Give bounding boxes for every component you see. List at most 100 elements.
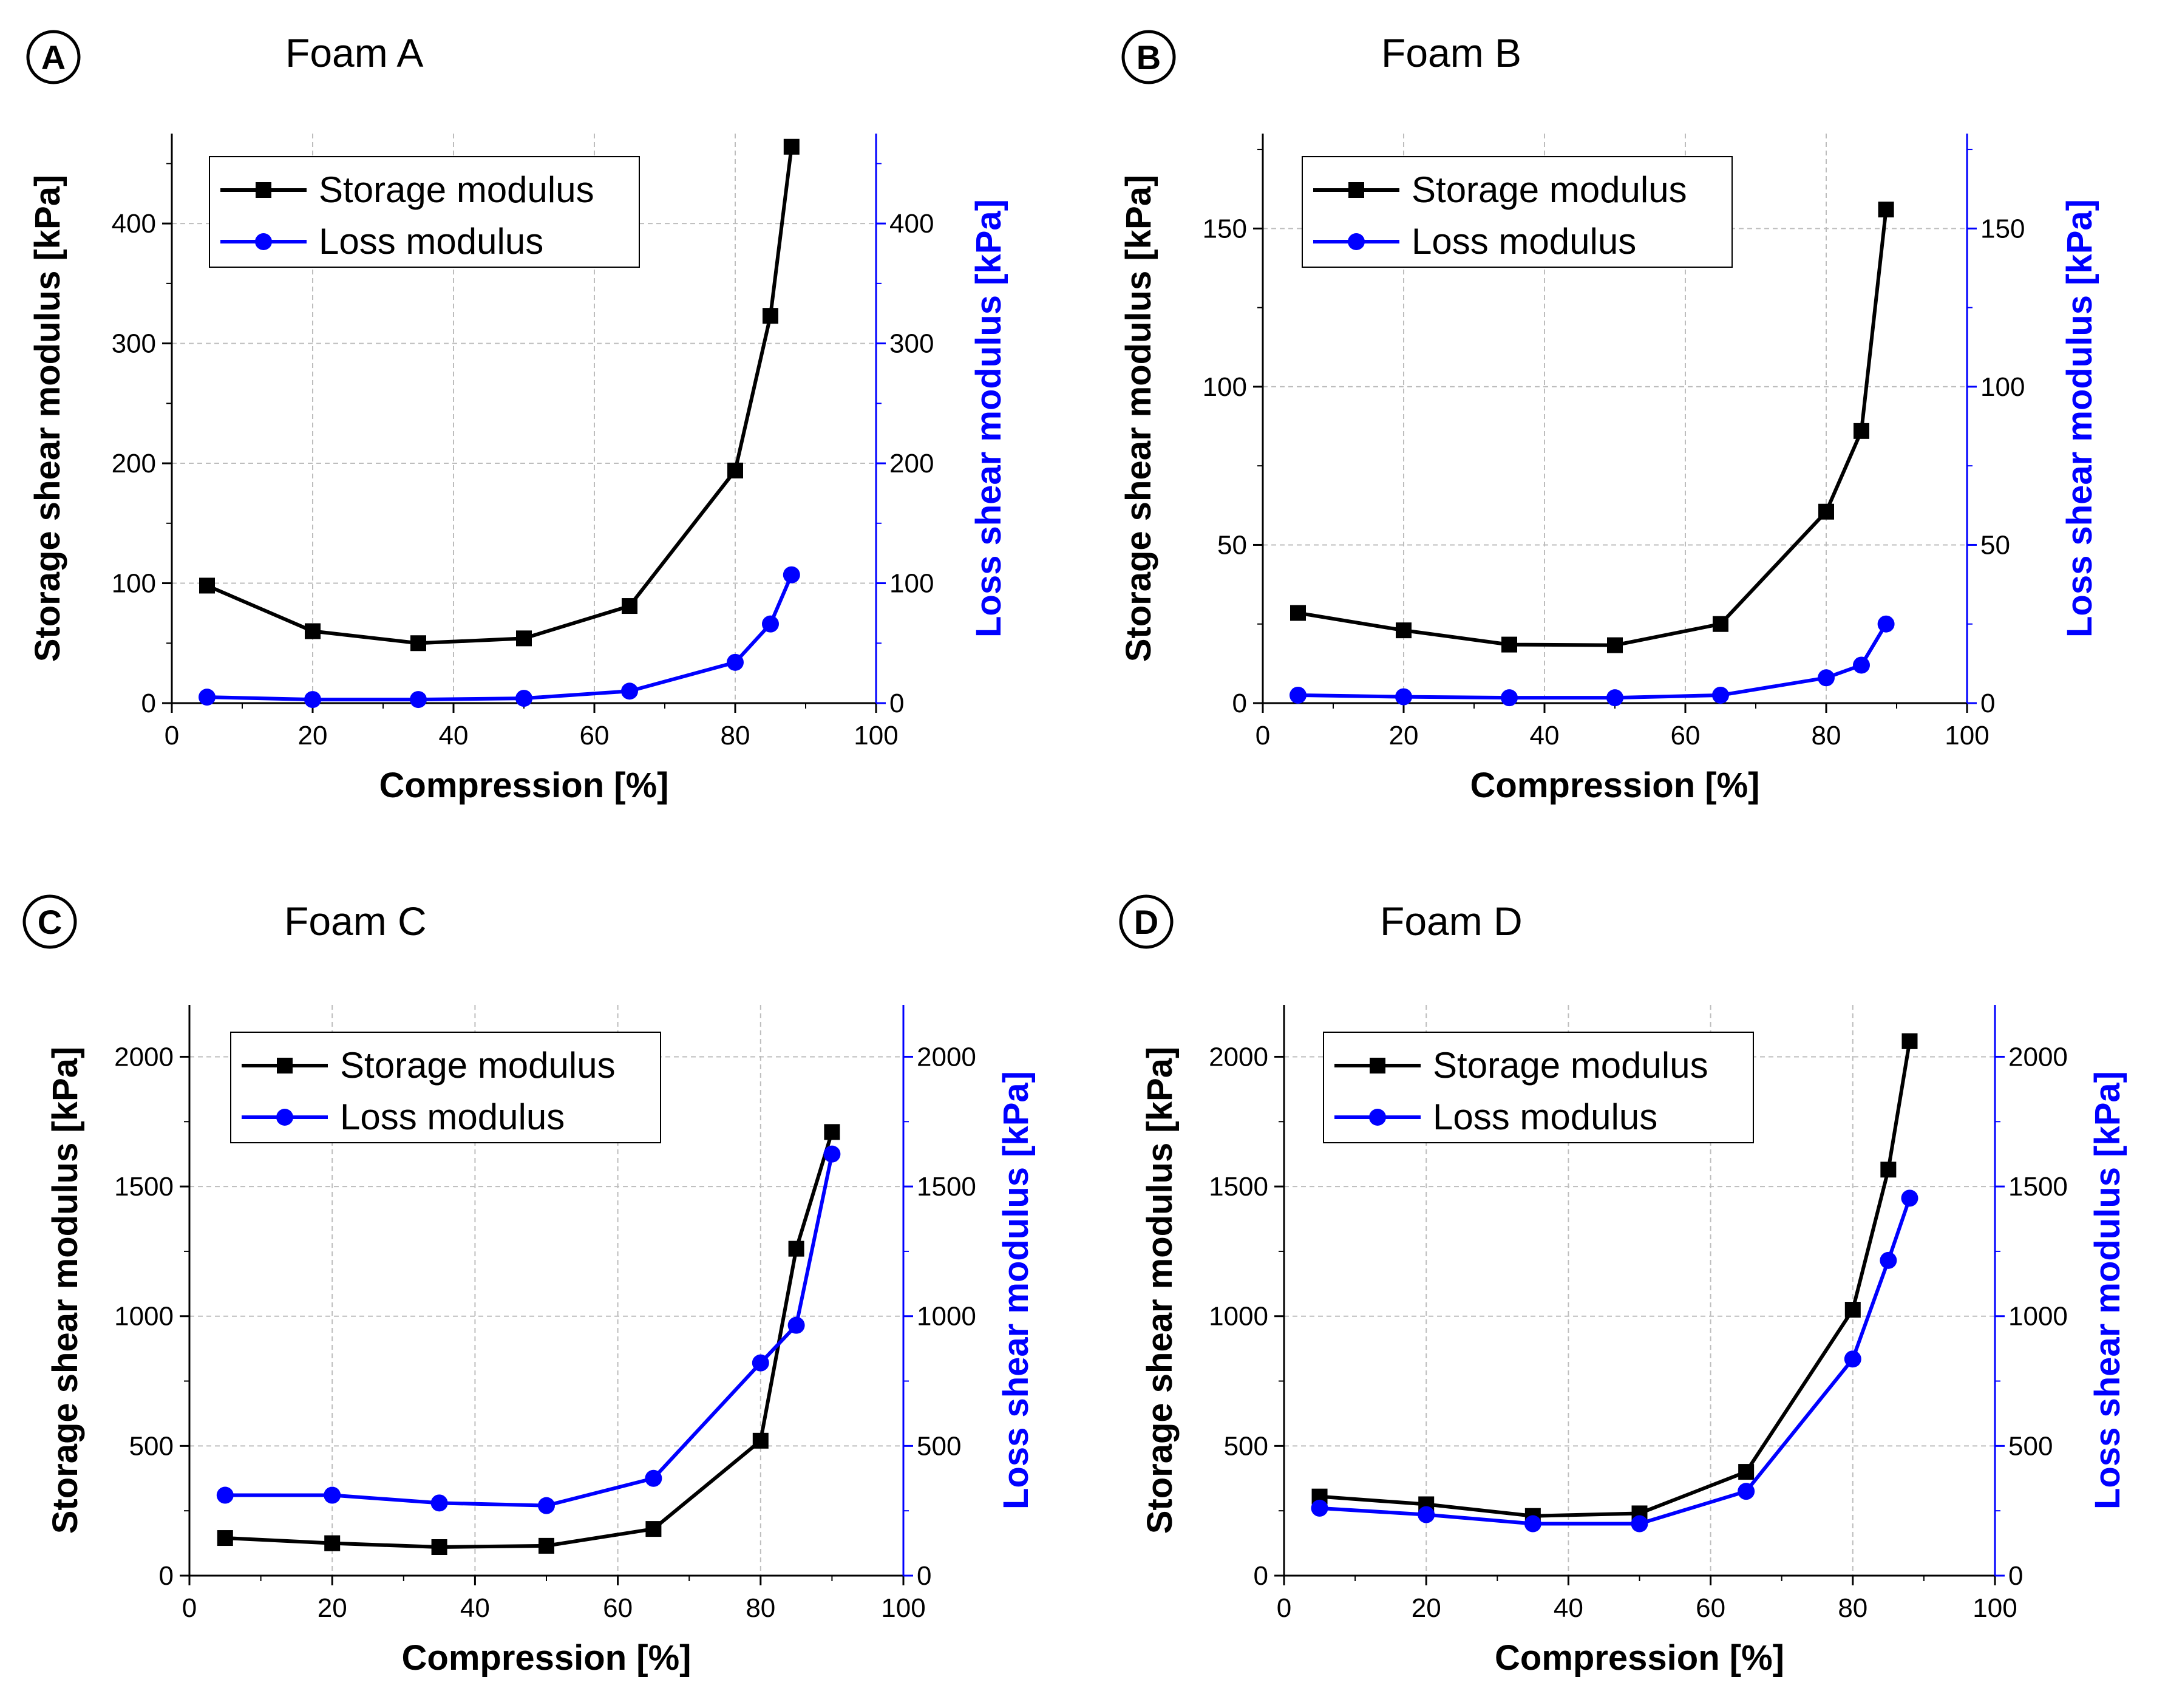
x-axis-title: Compression [%]	[402, 1638, 692, 1678]
data-point-loss	[216, 1486, 234, 1504]
y-axis-title: Storage shear modulus [kPa]	[1140, 1047, 1180, 1534]
data-point-storage	[1901, 1033, 1918, 1049]
series-storage-modulus	[199, 138, 800, 652]
legend-label: Loss modulus	[1412, 221, 1636, 262]
x-axis-title: Compression [%]	[1495, 1638, 1784, 1678]
x-axis-title: Compression [%]	[1470, 766, 1760, 805]
series-loss-modulus	[1311, 1189, 1918, 1533]
series-loss-modulus	[199, 566, 800, 709]
series-line	[225, 1154, 834, 1508]
y-tick-label: 0	[141, 689, 156, 718]
panel-title: Foam A	[285, 30, 423, 75]
data-point-storage	[1854, 423, 1869, 439]
legend-swatch-marker	[1369, 1109, 1386, 1126]
x-tick-label: 20	[1389, 721, 1419, 750]
data-point-storage	[1607, 637, 1623, 653]
data-point-storage	[1738, 1464, 1755, 1480]
x-tick-label: 60	[580, 721, 610, 750]
data-point-loss	[1901, 1189, 1918, 1207]
y-right-tick-label: 0	[889, 689, 904, 718]
y-tick-label: 300	[112, 329, 156, 359]
y-right-tick-label: 2000	[2008, 1042, 2068, 1072]
data-point-loss	[823, 1145, 841, 1163]
legend-swatch-marker	[276, 1109, 293, 1126]
series-storage-modulus	[217, 1124, 840, 1555]
x-tick-label: 100	[854, 721, 898, 750]
y-axis-title: Storage shear modulus [kPa]	[28, 175, 67, 662]
x-tick-label: 40	[439, 721, 469, 750]
series-storage-modulus	[1290, 202, 1894, 653]
y-tick-label: 150	[1203, 214, 1247, 243]
y-tick-label: 200	[112, 449, 156, 478]
y-tick-label: 0	[159, 1561, 174, 1591]
data-point-loss	[1880, 1251, 1897, 1269]
data-point-loss	[324, 1486, 341, 1504]
y-tick-label: 1500	[114, 1172, 174, 1202]
series-line	[1319, 1041, 1912, 1518]
data-point-loss	[1524, 1515, 1541, 1533]
legend-box	[1302, 156, 1733, 268]
series-line	[1297, 209, 1888, 647]
data-point-storage	[431, 1539, 447, 1555]
x-tick-label: 0	[165, 721, 179, 750]
y-right-axis-title: Loss shear modulus [kPa]	[996, 1071, 1036, 1509]
y-right-tick-label: 0	[2008, 1561, 2023, 1591]
series-storage-modulus	[1311, 1033, 1918, 1524]
x-tick-label: 100	[1973, 1593, 2017, 1623]
data-point-storage	[824, 1124, 840, 1140]
data-point-loss	[1395, 688, 1412, 706]
series-loss-modulus	[1290, 615, 1895, 707]
data-point-storage	[539, 1537, 554, 1554]
y-right-tick-label: 1500	[917, 1172, 976, 1202]
y-right-tick-label: 1000	[917, 1302, 976, 1332]
y-tick-label: 500	[129, 1431, 174, 1461]
data-point-storage	[783, 138, 800, 155]
y-right-tick-label: 400	[889, 209, 934, 239]
legend: Storage modulus Loss modulus	[230, 1032, 661, 1143]
data-point-loss	[1877, 615, 1895, 633]
x-tick-label: 80	[1812, 721, 1841, 750]
data-point-loss	[752, 1354, 769, 1372]
series-line	[1319, 1197, 1912, 1526]
x-tick-label: 40	[1530, 721, 1560, 750]
data-point-loss	[304, 691, 321, 709]
legend-label: Storage modulus	[319, 169, 594, 210]
x-tick-label: 0	[182, 1593, 197, 1623]
panel-label-circle	[1121, 30, 1176, 84]
legend-label: Storage modulus	[340, 1045, 616, 1086]
panel-label-circle	[22, 894, 77, 949]
x-tick-label: 40	[460, 1593, 490, 1623]
x-tick-label: 20	[318, 1593, 347, 1623]
series-line	[206, 574, 793, 702]
data-point-storage	[752, 1432, 769, 1449]
series-line	[1297, 623, 1888, 700]
data-point-storage	[727, 462, 743, 478]
legend-label: Loss modulus	[340, 1097, 565, 1137]
data-point-storage	[1396, 622, 1412, 639]
data-point-loss	[1818, 669, 1835, 687]
legend: Storage modulus Loss modulus	[1302, 156, 1733, 268]
x-tick-label: 60	[603, 1593, 633, 1623]
y-right-tick-label: 0	[917, 1561, 931, 1591]
data-point-loss	[1290, 686, 1307, 704]
panel-title: Foam B	[1381, 30, 1521, 75]
x-tick-label: 100	[881, 1593, 925, 1623]
data-point-storage	[324, 1535, 341, 1551]
y-tick-label: 0	[1254, 1561, 1268, 1591]
data-point-storage	[1880, 1162, 1897, 1178]
y-right-tick-label: 100	[1980, 372, 2025, 402]
y-axis-title: Storage shear modulus [kPa]	[1119, 175, 1158, 662]
y-right-tick-label: 150	[1980, 214, 2025, 243]
y-right-axis-title: Loss shear modulus [kPa]	[2088, 1071, 2127, 1509]
x-tick-label: 80	[721, 721, 750, 750]
data-point-loss	[515, 690, 532, 707]
y-right-axis-title: Loss shear modulus [kPa]	[2060, 199, 2099, 638]
y-tick-label: 2000	[1209, 1042, 1268, 1072]
legend-label: Loss modulus	[1433, 1097, 1657, 1137]
data-point-loss	[538, 1497, 555, 1514]
y-right-tick-label: 50	[1980, 530, 2010, 560]
x-tick-label: 20	[1412, 1593, 1441, 1623]
panel-label: A	[41, 38, 66, 77]
data-point-loss	[727, 653, 744, 671]
